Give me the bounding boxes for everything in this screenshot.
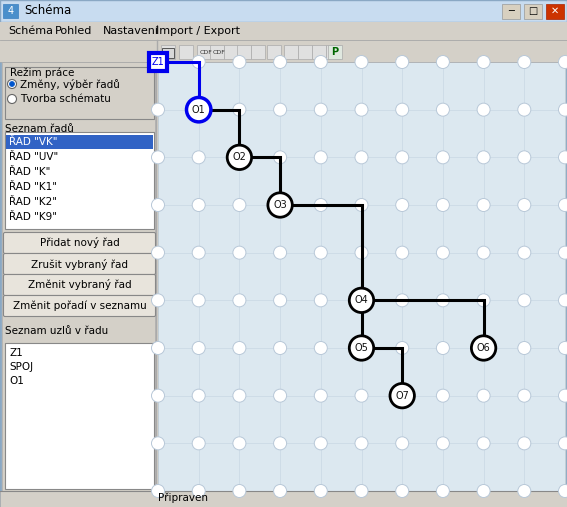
Circle shape xyxy=(518,151,531,164)
FancyBboxPatch shape xyxy=(161,45,175,59)
Circle shape xyxy=(396,294,409,307)
Circle shape xyxy=(518,389,531,402)
Circle shape xyxy=(349,336,374,360)
Text: ŘAD "K9": ŘAD "K9" xyxy=(9,212,57,222)
Circle shape xyxy=(192,198,205,211)
FancyBboxPatch shape xyxy=(2,62,155,491)
Circle shape xyxy=(396,198,409,211)
Circle shape xyxy=(390,383,414,408)
Circle shape xyxy=(233,342,246,354)
Circle shape xyxy=(151,151,164,164)
Text: ─: ─ xyxy=(508,6,514,16)
Circle shape xyxy=(355,103,368,116)
Text: ŘAD "VK": ŘAD "VK" xyxy=(9,137,57,147)
Circle shape xyxy=(355,151,368,164)
FancyBboxPatch shape xyxy=(3,4,18,18)
Circle shape xyxy=(274,103,286,116)
Circle shape xyxy=(314,246,327,259)
Circle shape xyxy=(355,485,368,497)
FancyBboxPatch shape xyxy=(0,22,567,40)
Circle shape xyxy=(396,103,409,116)
Circle shape xyxy=(477,198,490,211)
FancyBboxPatch shape xyxy=(312,45,326,59)
FancyBboxPatch shape xyxy=(546,4,564,19)
Circle shape xyxy=(437,294,450,307)
Circle shape xyxy=(437,198,450,211)
Text: Z1: Z1 xyxy=(151,57,164,67)
Circle shape xyxy=(396,389,409,402)
Circle shape xyxy=(518,294,531,307)
Circle shape xyxy=(192,485,205,497)
Circle shape xyxy=(314,485,327,497)
Circle shape xyxy=(355,198,368,211)
Text: Přidat nový řad: Přidat nový řad xyxy=(40,237,120,248)
Text: O1: O1 xyxy=(192,104,206,115)
Circle shape xyxy=(192,437,205,450)
Circle shape xyxy=(151,485,164,497)
FancyBboxPatch shape xyxy=(267,45,281,59)
FancyBboxPatch shape xyxy=(197,45,211,59)
Circle shape xyxy=(233,246,246,259)
Circle shape xyxy=(314,294,327,307)
Circle shape xyxy=(396,55,409,68)
Circle shape xyxy=(355,55,368,68)
Circle shape xyxy=(396,437,409,450)
Circle shape xyxy=(274,246,286,259)
Circle shape xyxy=(518,342,531,354)
Circle shape xyxy=(233,389,246,402)
Circle shape xyxy=(355,342,368,354)
Text: Seznam řadů: Seznam řadů xyxy=(5,124,74,134)
FancyBboxPatch shape xyxy=(524,4,542,19)
Circle shape xyxy=(192,294,205,307)
Text: ✕: ✕ xyxy=(551,6,559,16)
Text: Z1: Z1 xyxy=(9,348,23,358)
Circle shape xyxy=(558,246,567,259)
Circle shape xyxy=(192,103,205,116)
Circle shape xyxy=(558,342,567,354)
Circle shape xyxy=(274,437,286,450)
FancyBboxPatch shape xyxy=(5,132,154,229)
Circle shape xyxy=(151,437,164,450)
Circle shape xyxy=(7,94,16,103)
FancyBboxPatch shape xyxy=(5,297,154,315)
Text: Změny, výběr řadů: Změny, výběr řadů xyxy=(20,79,120,90)
Circle shape xyxy=(396,246,409,259)
Circle shape xyxy=(314,55,327,68)
Text: ŘAD "K": ŘAD "K" xyxy=(9,167,50,177)
Circle shape xyxy=(477,246,490,259)
Circle shape xyxy=(151,103,164,116)
FancyBboxPatch shape xyxy=(3,274,155,296)
Text: O5: O5 xyxy=(354,343,369,353)
Circle shape xyxy=(192,246,205,259)
Circle shape xyxy=(274,485,286,497)
FancyBboxPatch shape xyxy=(237,45,251,59)
FancyBboxPatch shape xyxy=(3,254,155,274)
Circle shape xyxy=(314,151,327,164)
Circle shape xyxy=(518,103,531,116)
FancyBboxPatch shape xyxy=(3,233,155,254)
Circle shape xyxy=(151,342,164,354)
Circle shape xyxy=(151,294,164,307)
Circle shape xyxy=(396,151,409,164)
Text: O1: O1 xyxy=(9,376,24,386)
Circle shape xyxy=(274,294,286,307)
Circle shape xyxy=(558,198,567,211)
Text: Tvorba schématu: Tvorba schématu xyxy=(20,94,111,104)
Circle shape xyxy=(314,198,327,211)
Circle shape xyxy=(477,151,490,164)
Circle shape xyxy=(274,198,286,211)
Circle shape xyxy=(558,151,567,164)
FancyBboxPatch shape xyxy=(298,45,312,59)
Circle shape xyxy=(437,485,450,497)
Circle shape xyxy=(477,294,490,307)
Text: Pohled: Pohled xyxy=(55,26,92,36)
Circle shape xyxy=(477,485,490,497)
FancyBboxPatch shape xyxy=(0,491,567,507)
FancyBboxPatch shape xyxy=(162,48,174,58)
Circle shape xyxy=(192,389,205,402)
Circle shape xyxy=(151,198,164,211)
FancyBboxPatch shape xyxy=(5,234,154,252)
Text: Seznam uzlů v řadu: Seznam uzlů v řadu xyxy=(5,326,108,336)
Text: Schéma: Schéma xyxy=(24,5,71,18)
